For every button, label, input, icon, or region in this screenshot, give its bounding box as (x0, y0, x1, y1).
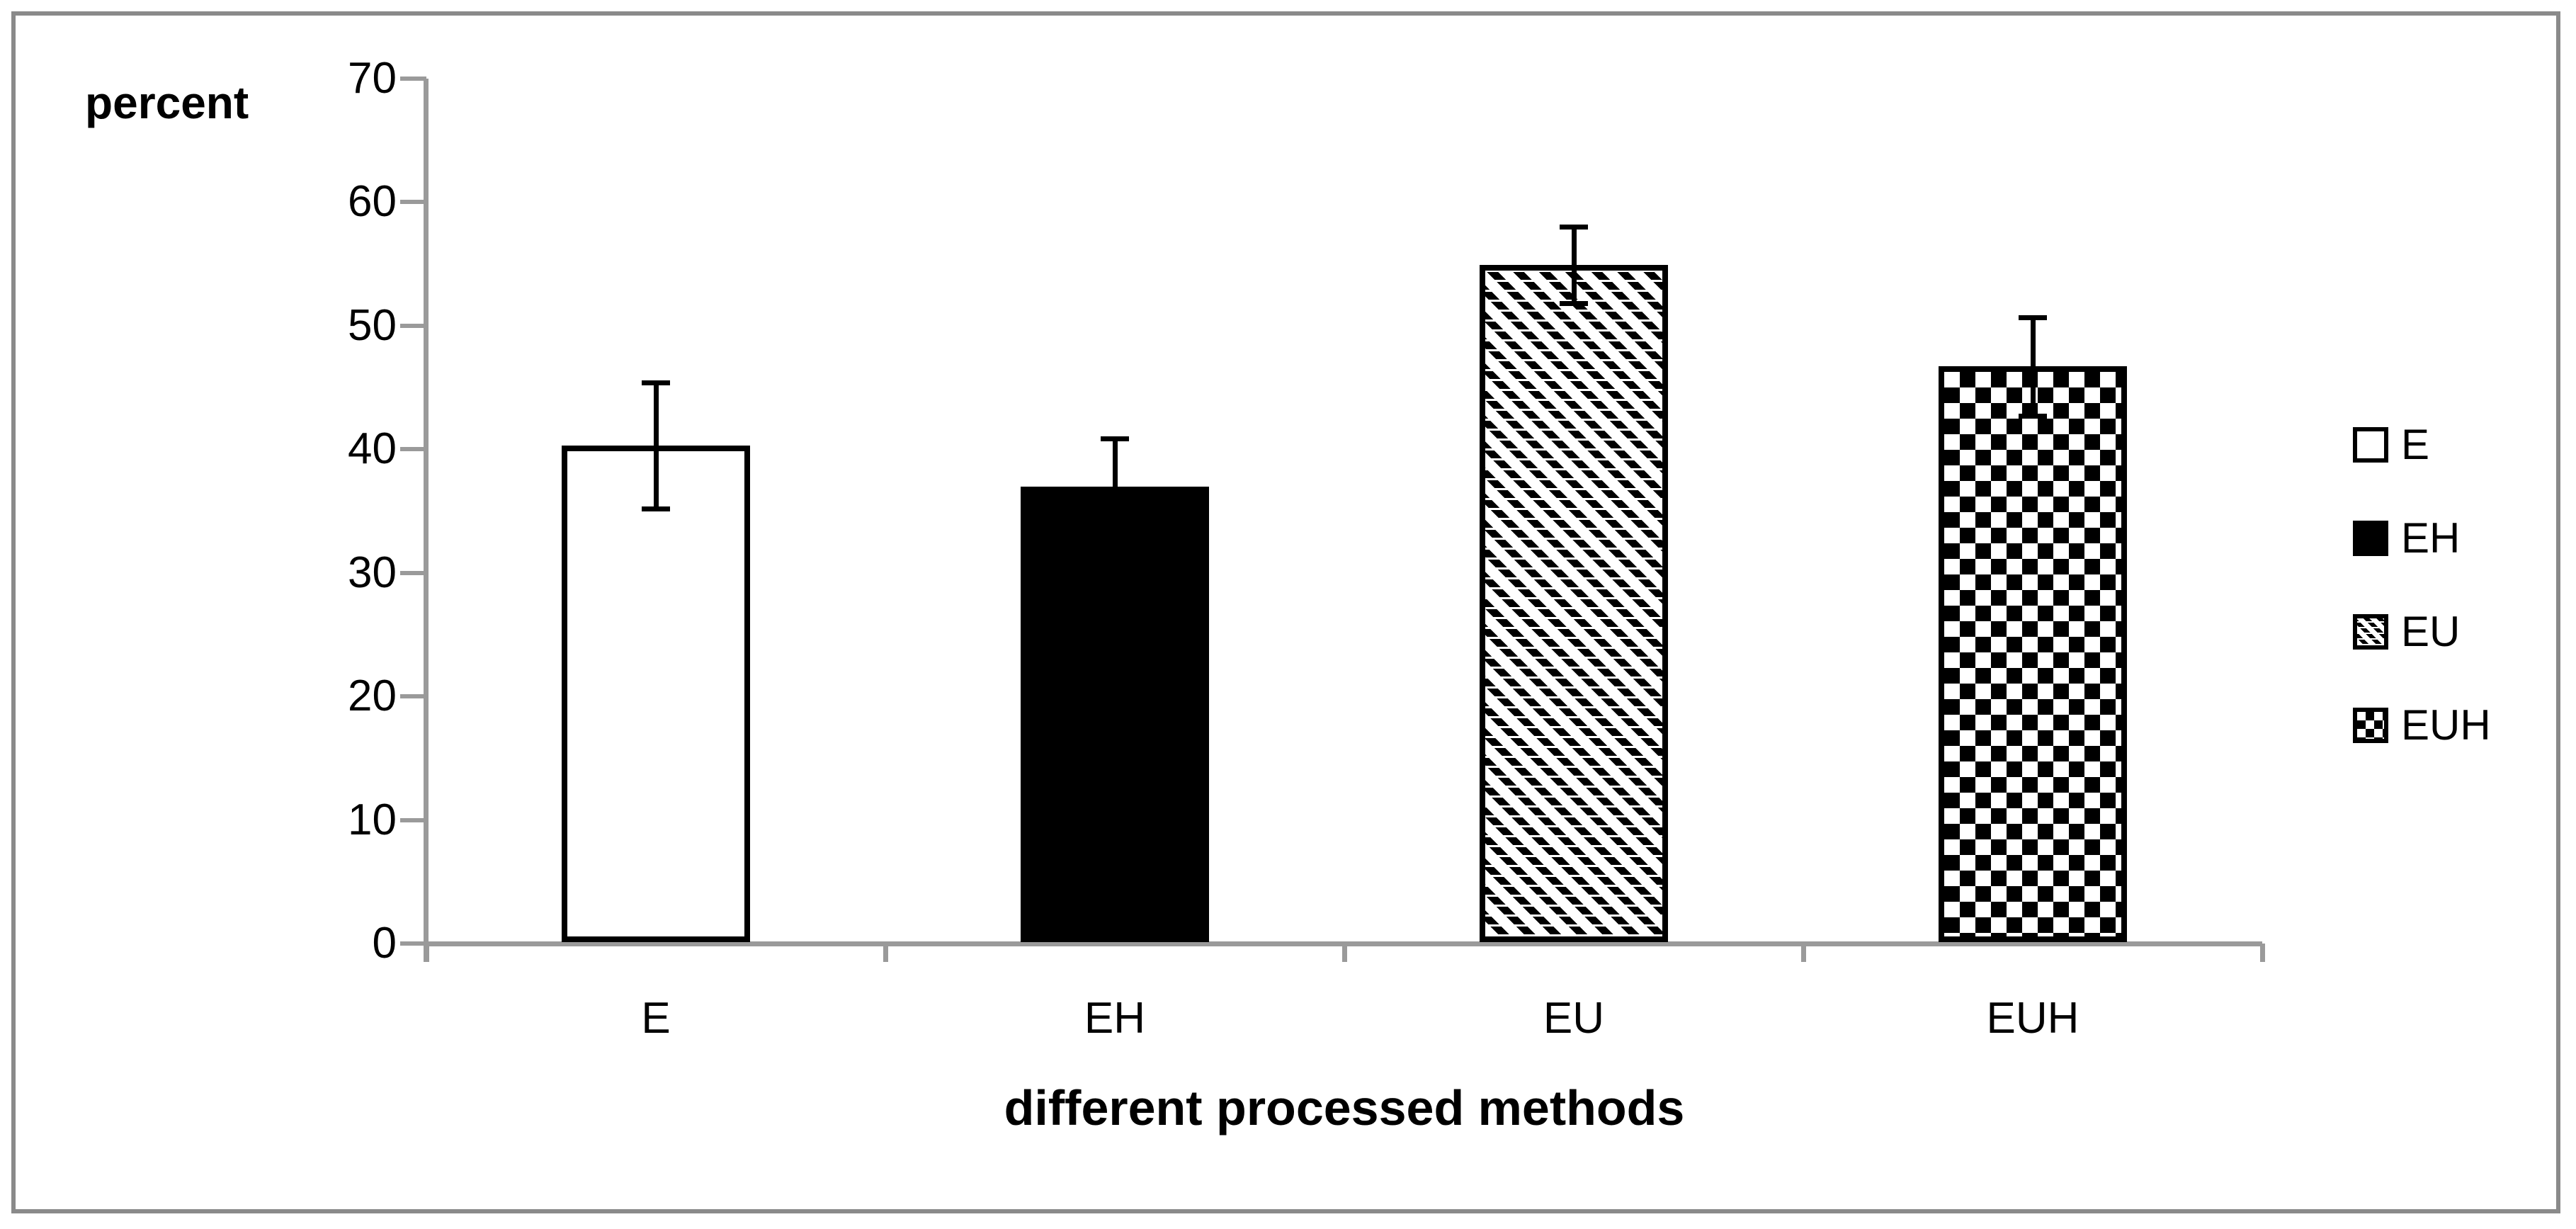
y-tick (400, 694, 426, 699)
y-tick (400, 323, 426, 328)
error-bar-cap-bottom-EUH (2019, 414, 2047, 419)
legend-label-E: E (2401, 421, 2430, 468)
x-category-label-EUH: EUH (1986, 994, 2079, 1043)
y-tick-label: 10 (348, 795, 397, 844)
y-tick-label: 30 (348, 548, 397, 597)
y-tick-label: 0 (372, 919, 397, 968)
error-bar-stem-EUH (2031, 317, 2036, 417)
y-tick (400, 817, 426, 822)
legend-label-EUH: EUH (2401, 701, 2491, 749)
legend-item-EU: EU (2353, 608, 2461, 655)
legend-label-EU: EU (2401, 608, 2461, 655)
error-bar-cap-bottom-EH (1101, 532, 1129, 538)
error-bar-stem-EU (1572, 227, 1577, 304)
legend-item-E: E (2353, 421, 2430, 468)
bar-EU (1480, 265, 1668, 942)
error-bar-cap-top-E (642, 380, 670, 386)
legend-swatch-EU (2353, 614, 2388, 650)
y-tick-label: 70 (348, 54, 397, 103)
y-axis-label: percent (85, 77, 249, 128)
error-bar-cap-top-EH (1101, 436, 1129, 441)
bar-E (562, 446, 750, 942)
y-tick-label: 40 (348, 424, 397, 474)
bar-EH (1021, 486, 1209, 942)
x-boundary-tick (424, 944, 429, 962)
y-tick (400, 77, 426, 81)
legend-swatch-EH (2353, 521, 2388, 556)
error-bar-stem-EH (1113, 438, 1118, 535)
x-category-label-EH: EH (1084, 994, 1146, 1043)
x-category-label-EU: EU (1543, 994, 1605, 1043)
error-bar-cap-bottom-E (642, 506, 670, 511)
y-tick-label: 20 (348, 672, 397, 721)
x-boundary-tick (1801, 944, 1806, 962)
y-tick (400, 570, 426, 575)
legend-item-EH: EH (2353, 514, 2461, 562)
x-category-label-E: E (641, 994, 671, 1043)
x-boundary-tick (1342, 944, 1347, 962)
error-bar-cap-top-EU (1560, 225, 1588, 230)
bar-EUH (1939, 366, 2127, 942)
legend-swatch-EUH (2353, 708, 2388, 743)
error-bar-cap-bottom-EU (1560, 301, 1588, 307)
y-tick (400, 941, 426, 946)
y-tick-label: 60 (348, 177, 397, 227)
error-bar-cap-top-EUH (2019, 315, 2047, 320)
y-tick (400, 447, 426, 452)
chart-frame (11, 11, 2560, 1213)
legend-item-EUH: EUH (2353, 701, 2491, 749)
y-tick-label: 50 (348, 300, 397, 350)
legend-label-EH: EH (2401, 514, 2461, 562)
error-bar-stem-E (654, 383, 659, 509)
y-axis-line (424, 79, 429, 962)
x-axis-title: different processed methods (1004, 1080, 1685, 1135)
legend-swatch-E (2353, 427, 2388, 463)
x-boundary-tick (2260, 944, 2265, 962)
x-boundary-tick (883, 944, 888, 962)
y-tick (400, 200, 426, 205)
